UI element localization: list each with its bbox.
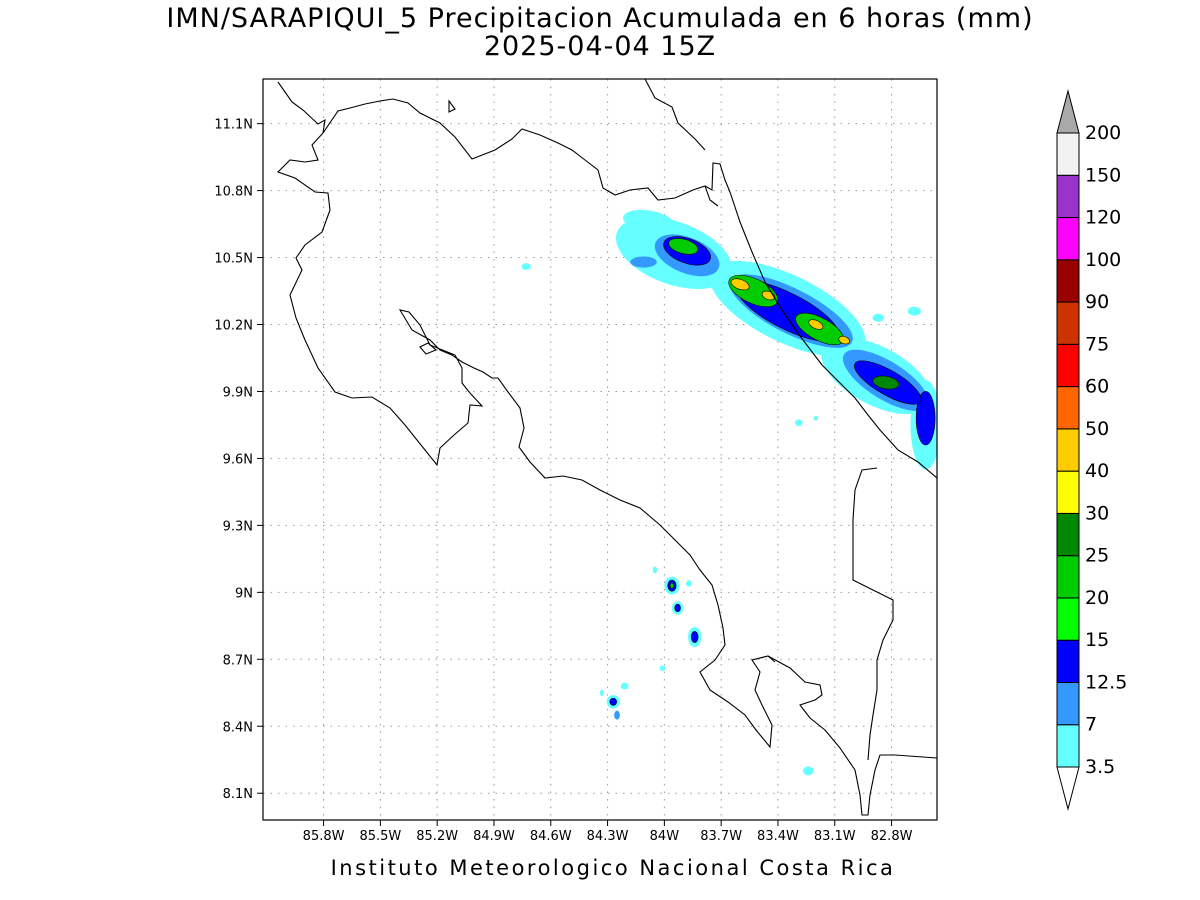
precip-speck-pacific-1 bbox=[686, 580, 692, 587]
precip-band-moderate-coast-edge bbox=[915, 391, 936, 446]
lat-tick-label: 9N bbox=[235, 586, 253, 601]
map-subtitle-datetime: 2025-04-04 15Z bbox=[483, 31, 717, 62]
caribbean-coast bbox=[729, 191, 937, 479]
lat-tick-label: 10.8N bbox=[214, 185, 253, 200]
colorbar-swatch bbox=[1056, 724, 1080, 768]
colorbar-label: 100 bbox=[1085, 249, 1121, 271]
precip-cell-pacific-b-core bbox=[674, 603, 681, 613]
colorbar-label: 15 bbox=[1085, 629, 1109, 651]
colorbar-label: 90 bbox=[1085, 291, 1109, 313]
precip-cell-pacific-c-core bbox=[690, 631, 699, 643]
precip-speck-east-2 bbox=[907, 306, 921, 316]
colorbar-lower-arrow bbox=[1056, 766, 1080, 811]
lon-tick-label: 83.4W bbox=[757, 829, 799, 844]
colorbar-swatch bbox=[1056, 259, 1080, 303]
precip-speck-osa-1 bbox=[620, 682, 629, 690]
panama-border bbox=[852, 467, 894, 761]
precipitation-field bbox=[521, 209, 937, 776]
lat-tick-label: 8.4N bbox=[223, 720, 253, 735]
precip-speck-east-3 bbox=[795, 419, 803, 427]
lake-islet bbox=[448, 99, 456, 113]
colorbar-swatch bbox=[1056, 470, 1080, 514]
plot-frame bbox=[262, 78, 938, 821]
precip-cell-osa-b bbox=[614, 710, 620, 720]
lat-lon-grid bbox=[263, 79, 937, 820]
lon-tick-label: 85.8W bbox=[303, 829, 345, 844]
colorbar-label: 12.5 bbox=[1085, 671, 1127, 693]
colorbar-label: 150 bbox=[1085, 164, 1121, 186]
lat-tick-label: 8.1N bbox=[223, 787, 253, 802]
precip-speck-pacific-2 bbox=[652, 566, 658, 574]
colorbar-swatch bbox=[1056, 597, 1080, 641]
lat-tick-label: 9.9N bbox=[223, 385, 253, 400]
caribbean-border-river bbox=[704, 185, 719, 207]
precip-band-light-west bbox=[630, 256, 657, 268]
colorbar-swatch bbox=[1056, 343, 1080, 388]
lon-tick-label: 84.6W bbox=[530, 829, 572, 844]
lat-tick-label: 9.6N bbox=[223, 452, 253, 467]
colorbar-label: 200 bbox=[1085, 122, 1121, 144]
colorbar-swatch bbox=[1056, 174, 1080, 219]
precip-peak-mid-east bbox=[808, 319, 824, 330]
lat-tick-label: 11.1N bbox=[214, 118, 253, 133]
guanacaste-pacific-coast bbox=[276, 132, 498, 467]
colorbar-swatch bbox=[1056, 512, 1080, 557]
colorbar-swatch bbox=[1056, 555, 1080, 599]
colorbar-label: 75 bbox=[1085, 333, 1109, 355]
nicaragua-coast-northeast bbox=[644, 79, 706, 151]
lat-tick-label: 9.3N bbox=[223, 519, 253, 534]
lon-tick-label: 85.2W bbox=[416, 829, 458, 844]
precip-cell-osa-a-core bbox=[609, 697, 617, 706]
precip-speck-south bbox=[802, 766, 814, 776]
colorbar: 3.5 7 12.5 15 20 25 30 40 50 60 75 90 100 120 150 200 bbox=[1056, 89, 1127, 811]
colorbar-label: 40 bbox=[1085, 460, 1109, 482]
precip-peak-mid-west bbox=[730, 278, 750, 291]
footer-credit: Instituto Meteorologico Nacional Costa R… bbox=[330, 856, 896, 880]
precip-core-north bbox=[668, 238, 699, 255]
colorbar-swatch bbox=[1056, 681, 1080, 726]
colorbar-swatch bbox=[1056, 428, 1080, 472]
colorbar-label: 20 bbox=[1085, 587, 1109, 609]
map-title: IMN/SARAPIQUI_5 Precipitacion Acumulada … bbox=[166, 3, 1034, 34]
colorbar-swatch bbox=[1056, 132, 1080, 176]
central-pacific-coast bbox=[497, 377, 937, 816]
lon-tick-label: 83.7W bbox=[700, 829, 742, 844]
coastlines-and-borders bbox=[276, 79, 937, 816]
precip-core-southeast bbox=[872, 375, 900, 390]
colorbar-swatch bbox=[1056, 639, 1080, 683]
precip-speck-north-west bbox=[521, 263, 531, 270]
precip-band-caribbean-north-tip bbox=[623, 209, 676, 234]
lon-tick-label: 82.8W bbox=[871, 829, 913, 844]
colorbar-swatch bbox=[1056, 301, 1080, 345]
lat-tick-label: 10.2N bbox=[214, 319, 253, 334]
osa-golfo-dulce bbox=[767, 655, 776, 663]
colorbar-swatch bbox=[1056, 386, 1080, 430]
lon-tick-label: 83.1W bbox=[814, 829, 856, 844]
colorbar-label: 60 bbox=[1085, 376, 1109, 398]
lon-tick-label: 84.9W bbox=[473, 829, 515, 844]
map-axes: 85.8W 85.5W 85.2W 84.9W 84.6W 84.3W 84W 83.7W 83… bbox=[214, 118, 912, 844]
colorbar-label: 120 bbox=[1085, 207, 1121, 229]
lat-tick-label: 10.5N bbox=[214, 252, 253, 267]
lon-tick-label: 85.5W bbox=[359, 829, 401, 844]
nicaragua-border-coast-north bbox=[277, 81, 731, 201]
lat-tick-label: 8.7N bbox=[223, 653, 253, 668]
colorbar-upper-arrow bbox=[1056, 89, 1080, 134]
precip-speck-osa-2 bbox=[600, 689, 604, 697]
precip-speck-east-4 bbox=[813, 416, 819, 421]
colorbar-label: 7 bbox=[1085, 714, 1097, 736]
lon-tick-label: 84.3W bbox=[587, 829, 629, 844]
colorbar-label: 50 bbox=[1085, 418, 1109, 440]
lon-tick-label: 84W bbox=[650, 829, 680, 844]
precip-peak-east bbox=[838, 335, 851, 345]
colorbar-label: 25 bbox=[1085, 545, 1109, 567]
colorbar-label: 3.5 bbox=[1085, 756, 1115, 778]
colorbar-swatch bbox=[1056, 217, 1080, 261]
precip-speck-east-1 bbox=[872, 313, 884, 322]
colorbar-label: 30 bbox=[1085, 502, 1109, 524]
precip-speck-pacific-3 bbox=[659, 665, 666, 671]
isla-chira bbox=[419, 342, 438, 355]
precip-cell-pacific-a-core bbox=[669, 582, 675, 589]
